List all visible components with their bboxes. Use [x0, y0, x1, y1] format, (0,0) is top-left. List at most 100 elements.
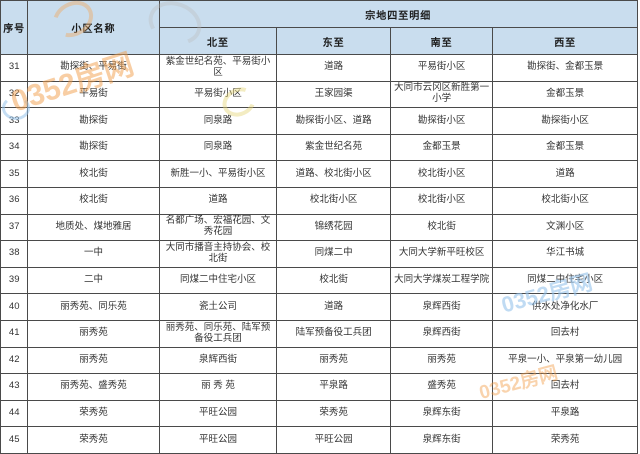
cell-west: 勘探街小区	[492, 107, 638, 135]
table-row: 31 勘探街、平易街 紫金世纪名苑、平易街小区 道路 平易街小区 勘探街、金都玉景	[0, 54, 638, 82]
header-row-sub: 北至 东至 南至 西至	[1, 27, 638, 55]
cell-south: 校北街小区	[389, 186, 494, 215]
cell-name: 平易街	[27, 80, 160, 109]
cell-west: 金都玉景	[492, 133, 638, 162]
cell-west: 平泉一小、平泉第一幼儿园	[492, 346, 638, 375]
cell-south: 校北街	[389, 213, 494, 242]
cell-name: 一中	[27, 240, 160, 268]
cell-name: 校北街	[27, 186, 160, 215]
cell-name: 丽秀苑、同乐苑	[27, 293, 160, 321]
cell-west: 回去村	[492, 373, 638, 401]
cell-north: 同泉路	[158, 133, 278, 162]
cell-west: 校北街小区	[492, 186, 638, 215]
cell-east: 平旺公园	[276, 426, 391, 454]
cell-north: 瓷土公司	[158, 293, 278, 321]
cell-north: 泉辉西街	[158, 346, 278, 375]
cell-north: 平旺公园	[158, 399, 278, 428]
cell-north: 同煤二中住宅小区	[158, 266, 278, 295]
cell-west: 回去村	[492, 319, 638, 348]
cell-west: 文渊小区	[492, 213, 638, 242]
cell-west: 供水处净化水厂	[492, 293, 638, 321]
cell-south: 泉辉东街	[389, 399, 494, 428]
table-row: 36 校北街 道路 校北街小区 校北街小区 校北街小区	[0, 186, 638, 215]
cell-north: 丽 秀 苑	[158, 373, 278, 401]
cell-name: 校北街	[27, 160, 160, 188]
cell-east: 陆军预备役工兵团	[276, 319, 391, 348]
header-south: 南至	[389, 27, 494, 55]
cell-south: 泉辉西街	[389, 319, 494, 348]
cell-west: 勘探街、金都玉景	[492, 54, 638, 82]
cell-east: 勘探街小区、道路	[276, 107, 391, 135]
cell-north: 新胜一小、平易街小区	[158, 160, 278, 188]
cell-no: 32	[0, 80, 29, 109]
cell-east: 道路、校北街小区	[276, 160, 391, 188]
cell-east: 校北街	[276, 266, 391, 295]
cell-no: 34	[0, 133, 29, 162]
cell-east: 王家园渠	[276, 80, 391, 109]
cell-no: 41	[0, 319, 29, 348]
table-row: 39 二中 同煤二中住宅小区 校北街 大同大学煤炭工程学院 同煤二中住宅小区	[0, 266, 638, 295]
cell-name: 荣秀苑	[27, 399, 160, 428]
header-community-name: 小区名称	[27, 0, 160, 55]
cell-north: 平旺公园	[158, 426, 278, 454]
header-serial-number: 序号	[0, 0, 29, 55]
cell-south: 平易街小区	[389, 54, 494, 82]
cell-west: 金都玉景	[492, 80, 638, 109]
cell-name: 荣秀苑	[27, 426, 160, 454]
cell-west: 道路	[492, 160, 638, 188]
table-row: 45 荣秀苑 平旺公园 平旺公园 泉辉东街 荣秀苑	[0, 426, 638, 454]
cell-south: 泉辉东街	[389, 426, 494, 454]
cell-west: 荣秀苑	[492, 426, 638, 454]
cell-east: 锦绣花园	[276, 213, 391, 242]
table-body: 31 勘探街、平易街 紫金世纪名苑、平易街小区 道路 平易街小区 勘探街、金都玉景 32 平易…	[0, 54, 638, 454]
cell-east: 同煤二中	[276, 240, 391, 268]
cell-name: 二中	[27, 266, 160, 295]
table-row: 43 丽秀苑、盛秀苑丽 秀 苑平泉路 盛秀苑 回去村	[0, 373, 638, 401]
table-row: 40 丽秀苑、同乐苑 瓷土公司 道路 泉辉西街 供水处净化水厂	[0, 293, 638, 321]
cell-south: 大同大学新平旺校区	[389, 240, 494, 268]
cell-north: 大同市播音主持协会、校北街	[158, 240, 278, 268]
table-row: 32 平易街 平易街小区 王家园渠 大同市云冈区新胜第一小学 金都玉景	[0, 80, 638, 109]
cell-no: 38	[0, 240, 29, 268]
cell-south: 盛秀苑	[389, 373, 494, 401]
cell-west: 同煤二中住宅小区	[492, 266, 638, 295]
cell-no: 37	[0, 213, 29, 242]
cell-west: 平泉路	[492, 399, 638, 428]
cell-name: 地质处、煤地雅居	[27, 213, 160, 242]
header-row-top: 序号 小区名称 宗地四至明细	[0, 0, 639, 55]
cell-name: 勘探街、平易街	[27, 54, 160, 82]
cell-name: 勘探街	[27, 133, 160, 162]
cell-east: 丽秀苑	[276, 346, 391, 375]
header-north: 北至	[158, 27, 278, 55]
cell-south: 勘探街小区	[389, 107, 494, 135]
cell-name: 勘探街	[27, 107, 160, 135]
cell-south: 泉辉西街	[389, 293, 494, 321]
cell-north: 同泉路	[158, 107, 278, 135]
cell-name: 丽秀苑	[27, 319, 160, 348]
table-row: 38 一中 大同市播音主持协会、校北街 同煤二中 大同大学新平旺校区 华江书城	[0, 240, 638, 268]
table-row: 37 地质处、煤地雅居 名都广场、宏福花园、文秀花园 锦绣花园 校北街 文渊小区	[0, 213, 638, 242]
cell-no: 42	[0, 346, 29, 375]
cell-no: 36	[0, 186, 29, 215]
cell-no: 31	[0, 54, 29, 82]
cell-east: 荣秀苑	[276, 399, 391, 428]
table-row: 35 校北街 新胜一小、平易街小区 道路、校北街小区 校北街小区 道路	[0, 160, 638, 188]
cell-no: 39	[0, 266, 29, 295]
cell-name: 丽秀苑	[27, 346, 160, 375]
cell-east: 道路	[276, 293, 391, 321]
table-row: 34 勘探街 同泉路 紫金世纪名苑 金都玉景 金都玉景	[0, 133, 638, 162]
cell-no: 33	[0, 107, 29, 135]
cell-no: 43	[0, 373, 29, 401]
table-row: 44 荣秀苑 平旺公园 荣秀苑 泉辉东街 平泉路	[0, 399, 638, 428]
cell-no: 40	[0, 293, 29, 321]
cell-no: 35	[0, 160, 29, 188]
cell-west: 华江书城	[492, 240, 638, 268]
cell-south: 校北街小区	[389, 160, 494, 188]
cell-no: 44	[0, 399, 29, 428]
cell-north: 名都广场、宏福花园、文秀花园	[158, 213, 278, 242]
cell-north: 丽秀苑、同乐苑、陆军预备役工兵团	[158, 319, 278, 348]
cell-east: 校北街小区	[276, 186, 391, 215]
cell-north: 平易街小区	[158, 80, 278, 109]
